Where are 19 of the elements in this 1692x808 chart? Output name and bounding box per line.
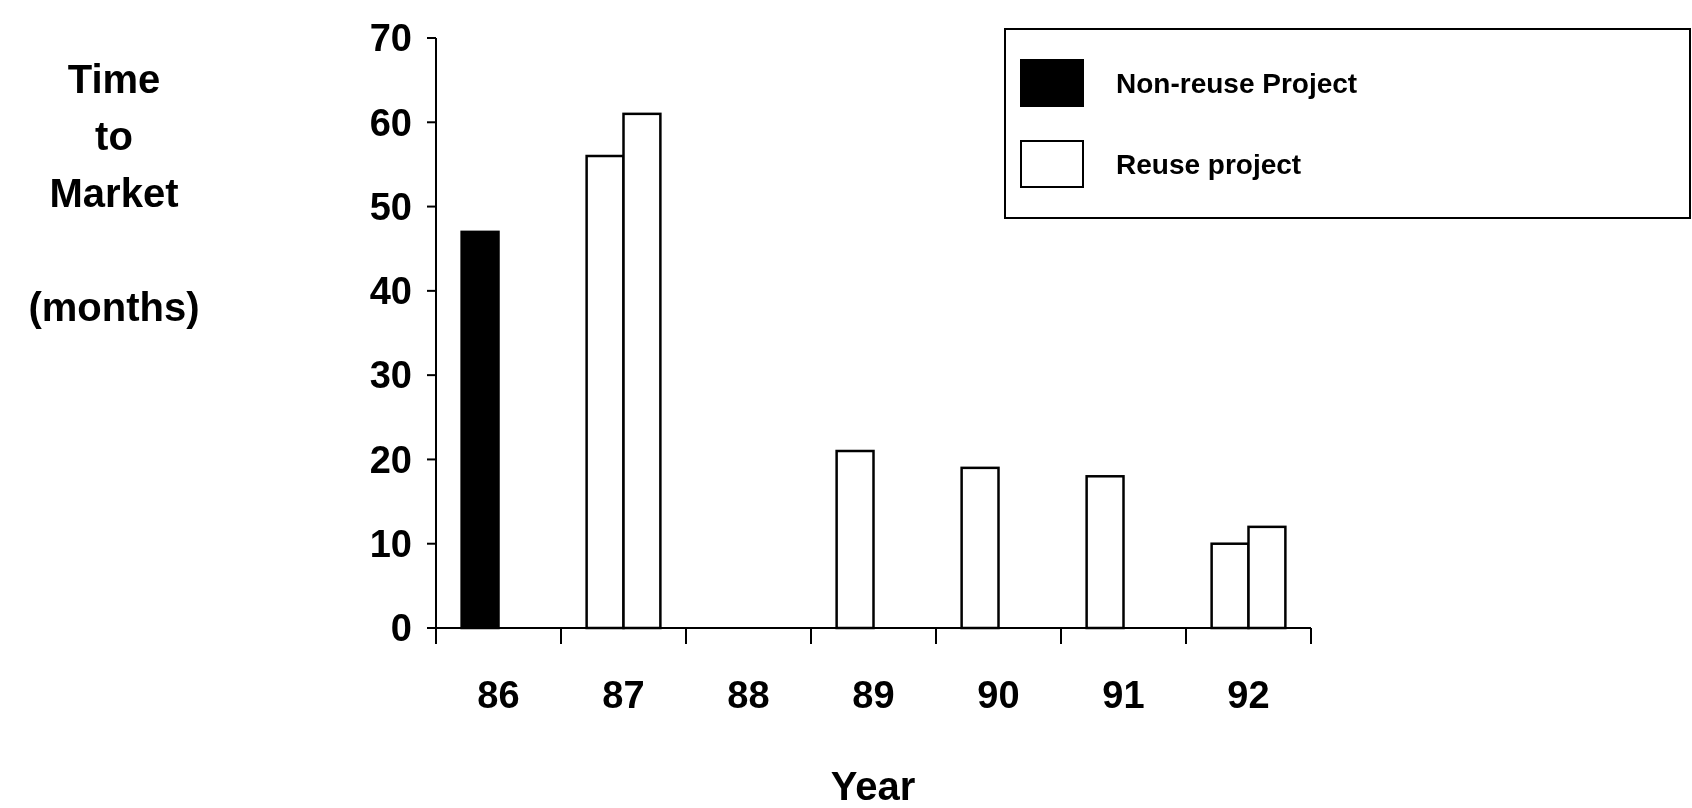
- text: Time to Market (months): [28, 57, 200, 329]
- y-tick-label: 10: [369, 523, 412, 566]
- legend-label: Reuse project: [1116, 148, 1302, 180]
- y-tick-label: 70: [369, 17, 412, 60]
- y-tick-label: 60: [369, 101, 412, 144]
- y-tick-label: 40: [369, 270, 412, 313]
- x-tick-label: 89: [852, 674, 895, 716]
- y-tick-label: 50: [369, 185, 412, 228]
- x-tick-label: 88: [727, 674, 770, 716]
- x-tick-label: 86: [477, 674, 520, 716]
- x-axis-title: Year: [830, 764, 916, 808]
- x-tick-label: 87: [602, 674, 645, 716]
- y-tick-label: 20: [369, 438, 412, 481]
- x-tick-label: 91: [1102, 674, 1145, 716]
- y-tick-label: 30: [369, 354, 412, 397]
- y-tick-label: 0: [390, 607, 412, 650]
- x-tick-label: 92: [1227, 674, 1270, 716]
- x-tick-label: 90: [977, 674, 1020, 716]
- legend-label: Non-reuse Project: [1116, 67, 1358, 99]
